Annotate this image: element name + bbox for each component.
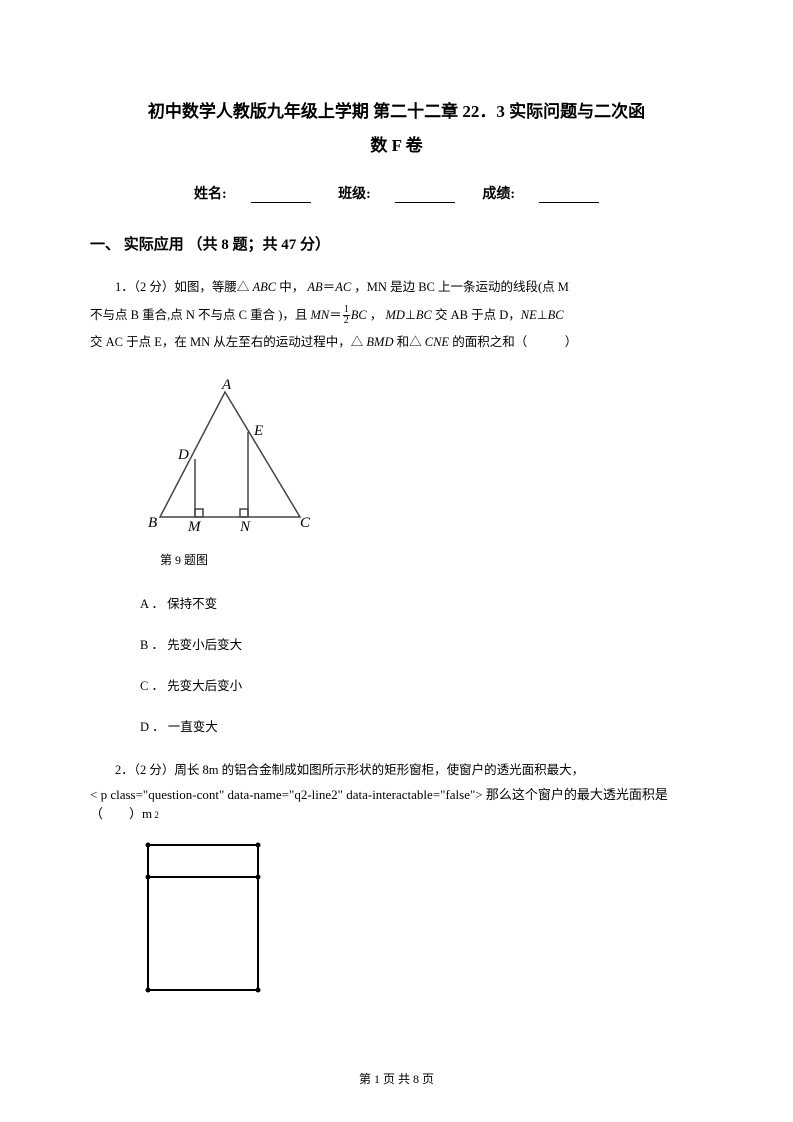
section-title: 实际应用 [124,237,184,253]
fraction-half: 12 [343,305,350,326]
dot [146,843,151,848]
label-n: N [239,519,251,535]
title-line-2: 数 F 卷 [90,129,703,163]
option-a: A ． 保持不变 [140,593,703,612]
q2-line1: 2．（2 分）周长 8m 的铝合金制成如图所示形状的矩形窗柜，使窗户的透光面积最… [90,757,703,785]
dot [256,988,261,993]
option-b: B ． 先变小后变大 [140,634,703,653]
class-blank [395,189,455,203]
dot [256,843,261,848]
triangle-svg: A B C D E M N [140,377,320,537]
dot [256,875,261,880]
title-line-1: 初中数学人教版九年级上学期 第二十二章 22．3 实际问题与二次函 [90,95,703,129]
score-label: 成绩: [482,187,515,202]
triangle-figure: A B C D E M N [140,377,703,541]
question-2: 2．（2 分）周长 8m 的铝合金制成如图所示形状的矩形窗柜，使窗户的透光面积最… [90,757,703,823]
dot [146,988,151,993]
label-d: D [177,447,189,463]
q1-options: A ． 保持不变 B ． 先变小后变大 C ． 先变大后变小 D ． 一直变大 [140,593,703,735]
section-meta: （共 8 题；共 47 分） [188,237,331,253]
q1-line2: 不与点 B 重合,点 N 不与点 C 重合 )，且 MN＝12BC ， MD⊥B… [90,302,703,330]
page-footer: 第 1 页 共 8 页 [0,1070,793,1087]
option-c: C ． 先变大后变小 [140,675,703,694]
label-e: E [253,423,263,439]
label-m: M [187,519,202,535]
q1-line3: 交 AC 于点 E，在 MN 从左至右的运动过程中，△ BMD 和△ CNE 的… [90,329,703,357]
dot [146,875,151,880]
student-info-row: 姓名: 班级: 成绩: [90,183,703,203]
class-label: 班级: [338,187,371,202]
page-title: 初中数学人教版九年级上学期 第二十二章 22．3 实际问题与二次函 数 F 卷 [90,95,703,163]
section-num: 一、 [90,237,120,253]
triangle-caption: 第 9 题图 [160,551,703,568]
right-angle-n [240,509,248,517]
option-d: D ． 一直变大 [140,716,703,735]
label-b: B [148,515,157,531]
score-blank [539,189,599,203]
section-header: 一、 实际应用 （共 8 题；共 47 分） [90,233,703,254]
name-blank [251,189,311,203]
question-1: 1．（2 分）如图，等腰△ ABC 中， AB＝AC ，MN 是边 BC 上一条… [90,274,703,357]
label-c: C [300,515,311,531]
rect-figure [140,837,703,1001]
label-a: A [221,377,232,393]
name-label: 姓名: [194,187,227,202]
right-angle-m [195,509,203,517]
rect-svg [140,837,270,997]
rect-outer [148,845,258,990]
q1-line1: 1．（2 分）如图，等腰△ ABC 中， AB＝AC ，MN 是边 BC 上一条… [90,274,703,302]
